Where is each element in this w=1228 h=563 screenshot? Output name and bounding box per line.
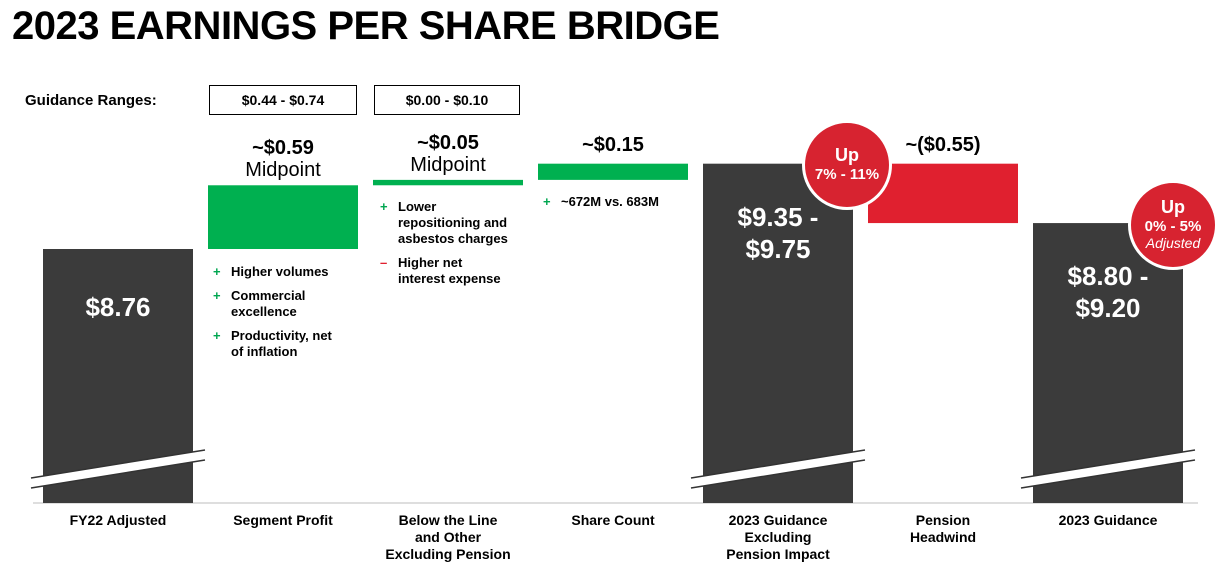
guidance-growth-badge-line2: 7% - 11%	[814, 166, 880, 183]
note-item: + Commercial excellence	[213, 288, 363, 320]
note-text: Higher net	[398, 255, 463, 270]
note-text: excellence	[231, 304, 297, 319]
x-tick-label-1: Segment Profit	[203, 512, 363, 529]
delta-bar-1	[208, 185, 358, 249]
minus-marker: –	[380, 255, 388, 270]
note-text: interest expense	[398, 271, 501, 286]
x-tick-label-1-line-0: Segment Profit	[233, 512, 333, 528]
delta-bar-2	[373, 179, 523, 186]
note-text: Commercial	[231, 288, 306, 303]
note-item: + ~672M vs. 683M	[543, 194, 693, 210]
delta-value-2: ~$0.05	[417, 131, 479, 154]
note-item: + Higher volumes	[213, 264, 363, 280]
x-tick-label-2-line-1: and Other	[414, 529, 482, 545]
delta-label-2: ~$0.05 Midpoint	[373, 132, 523, 176]
segment-profit-range-box: $0.44 - $0.74	[209, 85, 357, 115]
x-tick-label-5-line-0: Pension	[915, 512, 971, 528]
delta-value-5: ~($0.55)	[905, 133, 981, 156]
total-bar-value-line2-6: $9.20	[1075, 293, 1141, 324]
plus-marker: +	[213, 328, 221, 343]
plus-marker: +	[380, 199, 388, 214]
page-title: 2023 EARNINGS PER SHARE BRIDGE	[12, 4, 720, 48]
total-bar-value-6: $8.80 - $9.20	[1033, 260, 1183, 324]
delta-label-3: ~$0.15	[538, 134, 688, 156]
total-bar-value-0: $8.76	[85, 292, 151, 322]
notes-share-count: + ~672M vs. 683M	[543, 194, 693, 218]
adjusted-growth-badge-line1: Up	[1161, 197, 1185, 217]
guidance-growth-badge-line1: Up	[835, 145, 859, 165]
x-tick-label-3: Share Count	[533, 512, 693, 529]
delta-sublabel-2: Midpoint	[410, 153, 486, 176]
adjusted-growth-badge-line2: 0% - 5%	[1144, 218, 1202, 235]
note-item: + Productivity, net of inflation	[213, 328, 363, 360]
total-bar-value-line2-4: $9.75	[745, 233, 811, 264]
plus-marker: +	[213, 264, 221, 279]
x-tick-label-2: Below the Line and Other Excluding Pension	[368, 512, 528, 563]
x-tick-label-4-line-2: Pension Impact	[726, 546, 830, 562]
axis-break-0	[30, 449, 206, 489]
x-tick-label-4-line-0: 2023 Guidance	[728, 512, 828, 528]
delta-bar-3	[538, 163, 688, 180]
delta-label-1: ~$0.59 Midpoint	[208, 137, 358, 181]
x-tick-label-0: FY22 Adjusted	[38, 512, 198, 529]
x-tick-label-4-line-1: Excluding	[744, 529, 812, 545]
x-tick-label-4: 2023 Guidance Excluding Pension Impact	[698, 512, 858, 563]
axis-break-4	[690, 449, 866, 489]
adjusted-growth-badge: Up 0% - 5% Adjusted	[1128, 180, 1218, 270]
axis-break-6	[1020, 449, 1196, 489]
total-bar-value-line1-4: $9.35 -	[737, 201, 819, 232]
total-bar-value-4: $9.35 - $9.75	[703, 201, 853, 265]
adjusted-growth-badge-line3: Adjusted	[1145, 235, 1201, 251]
x-tick-label-5: Pension Headwind	[863, 512, 1023, 546]
guidance-growth-badge: Up 7% - 11%	[802, 120, 892, 210]
delta-value-1: ~$0.59	[252, 137, 314, 160]
x-tick-label-3-line-0: Share Count	[571, 512, 655, 528]
notes-segment-profit: + Higher volumes + Commercial excellence + Pro…	[213, 264, 363, 368]
note-item: + Lower repositioning and asbestos charges	[380, 199, 530, 247]
plus-marker: +	[213, 288, 221, 303]
x-tick-label-5-line-1: Headwind	[909, 529, 977, 545]
delta-bar-5	[868, 163, 1018, 224]
guidance-ranges-label: Guidance Ranges:	[25, 92, 157, 109]
total-bar-4	[703, 163, 853, 503]
note-text: Lower	[398, 199, 437, 214]
total-bar-value-line1-6: $8.80 -	[1067, 261, 1149, 292]
x-tick-label-2-line-2: Excluding Pension	[385, 546, 511, 562]
delta-sublabel-1: Midpoint	[245, 159, 321, 182]
below-the-line-range-box: $0.00 - $0.10	[374, 85, 520, 115]
x-tick-label-6-line-0: 2023 Guidance	[1058, 512, 1158, 528]
notes-below-the-line: + Lower repositioning and asbestos charges –…	[380, 199, 530, 295]
x-tick-label-6: 2023 Guidance	[1028, 512, 1188, 529]
delta-label-5: ~($0.55)	[868, 134, 1018, 156]
delta-value-3: ~$0.15	[582, 133, 644, 156]
note-text: Productivity, net	[231, 328, 332, 343]
x-tick-label-2-line-0: Below the Line	[398, 512, 498, 528]
note-text: ~672M vs. 683M	[561, 194, 659, 209]
note-text: of inflation	[231, 344, 298, 359]
note-text: Higher volumes	[231, 264, 329, 279]
note-item: – Higher net interest expense	[380, 255, 530, 287]
plus-marker: +	[543, 194, 551, 209]
x-tick-label-0-line-0: FY22 Adjusted	[69, 512, 167, 528]
note-text: repositioning and	[398, 215, 508, 230]
note-text: asbestos charges	[398, 231, 508, 246]
